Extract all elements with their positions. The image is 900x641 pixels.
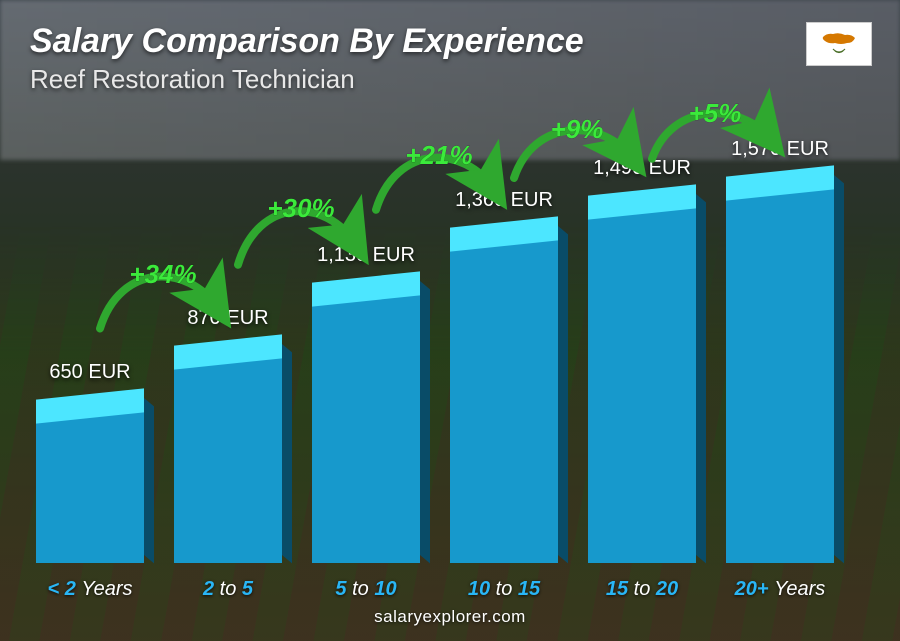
bar-front [312,289,420,563]
bar-side [420,281,430,563]
bar [174,352,282,563]
bar-column: 1,570 EUR20+ Years +5% [720,183,840,563]
category-label: 20+ Years [735,578,826,601]
bar-side [144,398,154,563]
category-label: 15 to 20 [606,578,678,601]
bar-front [36,406,144,563]
increase-pct: +34% [129,259,196,289]
bar-wrap [720,183,840,563]
bar-column: 650 EUR< 2 Years [30,406,150,563]
bar-front [726,183,834,563]
bar [36,406,144,563]
category-label: 2 to 5 [203,578,253,601]
bar [588,202,696,563]
bar-front [174,352,282,563]
chart-canvas: Salary Comparison By Experience Reef Res… [0,0,900,641]
bar [450,234,558,563]
bar-column: 1,130 EUR5 to 10 +30% [306,289,426,563]
bar-side [834,175,844,563]
bar-wrap [306,289,426,563]
increase-pct: +30% [267,193,334,223]
bar-value-label: 1,570 EUR [710,138,850,161]
country-flag [806,22,872,66]
bar-side [282,344,292,563]
cyprus-flag-icon [817,29,861,59]
bar-value-label: 650 EUR [20,361,160,384]
bar-value-label: 870 EUR [158,307,298,330]
bar-wrap [168,352,288,563]
bar-value-label: 1,360 EUR [434,189,574,212]
bar-side [696,194,706,563]
source-attribution: salaryexplorer.com [0,607,900,627]
bar-value-label: 1,490 EUR [572,157,712,180]
category-label: 10 to 15 [468,578,540,601]
bar-wrap [30,406,150,563]
bar-front [588,202,696,563]
bar-wrap [582,202,702,563]
bar-front [450,234,558,563]
bar-wrap [444,234,564,563]
bar-side [558,226,568,563]
bar-chart: 650 EUR< 2 Years870 EUR2 to 5 +34% 1,130… [30,123,840,563]
bar-value-label: 1,130 EUR [296,244,436,267]
increase-pct: +21% [405,140,472,170]
chart-subtitle: Reef Restoration Technician [30,64,355,95]
category-label: 5 to 10 [335,578,396,601]
bar-column: 1,360 EUR10 to 15 +21% [444,234,564,563]
bar [312,289,420,563]
bar-column: 1,490 EUR15 to 20 +9% [582,202,702,563]
bar-column: 870 EUR2 to 5 +34% [168,352,288,563]
bar [726,183,834,563]
chart-title: Salary Comparison By Experience [30,22,584,61]
category-label: < 2 Years [47,578,132,601]
